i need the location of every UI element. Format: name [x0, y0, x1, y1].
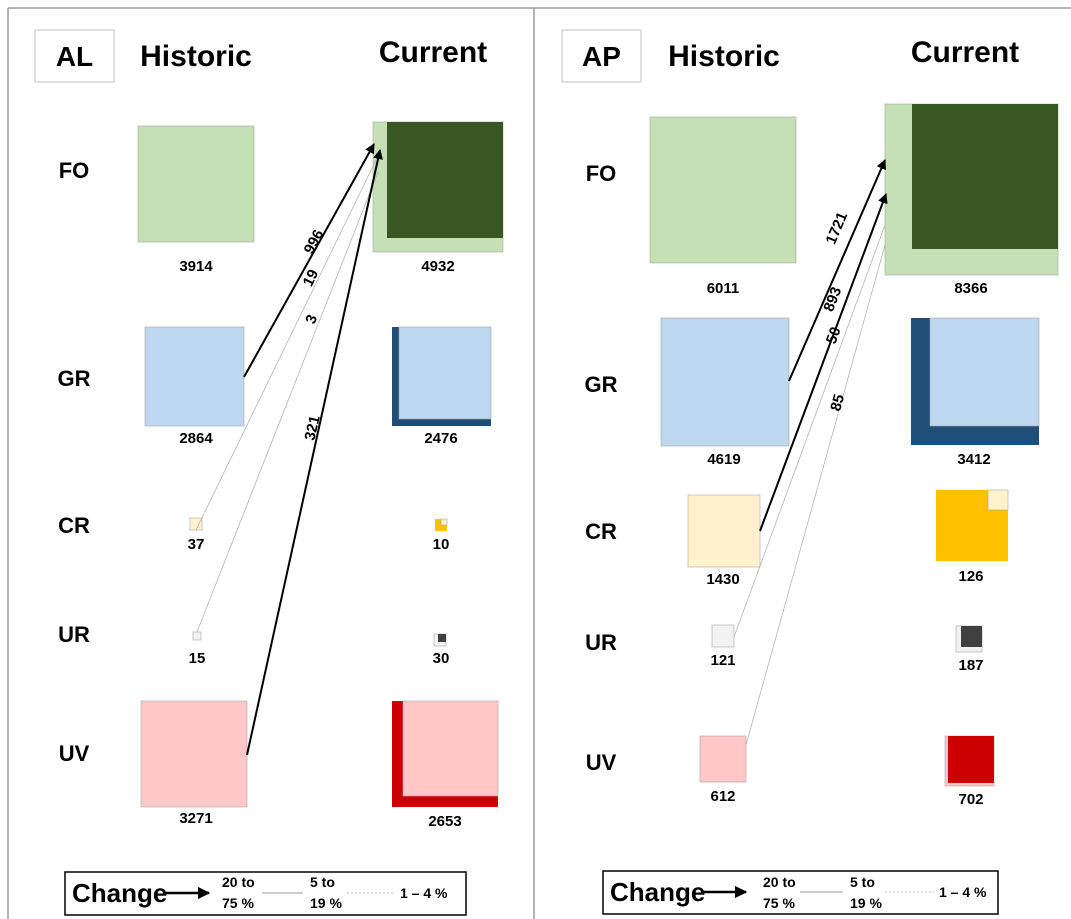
- flow-value-ur-fo: 50: [823, 325, 845, 346]
- flow-value-cr-fo: 893: [820, 285, 845, 314]
- legend-label-medium-b: 19 %: [310, 895, 342, 911]
- current-header: Current: [911, 36, 1019, 69]
- category-label-fo: FO: [586, 161, 617, 186]
- category-label-gr: GR: [58, 366, 91, 391]
- panel-code: AL: [56, 41, 93, 72]
- historic-square-cr: [189, 517, 203, 531]
- legend-title: Change: [72, 878, 167, 908]
- flow-arrow-cr-fo: [759, 193, 888, 532]
- flow-value-gr-fo: 1721: [823, 210, 852, 247]
- category-label-ur: UR: [585, 630, 617, 655]
- historic-square-gr: [144, 326, 245, 427]
- flow-arrow-ur-fo: [733, 224, 886, 638]
- legend-title: Change: [610, 877, 705, 907]
- legend-label-strong-b: 75 %: [222, 895, 254, 911]
- current-square-gr-overlay: [929, 317, 1040, 427]
- flow-value-cr-fo: 19: [300, 267, 323, 289]
- current-value-ur: 187: [958, 657, 983, 674]
- legend-label-medium-b: 19 %: [850, 895, 882, 911]
- current-value-gr: 3412: [957, 451, 990, 468]
- historic-value-cr: 37: [188, 536, 205, 553]
- current-square-fo-overlay: [387, 122, 503, 238]
- historic-value-ur: 121: [710, 652, 735, 669]
- panel-al: AL Historic Current FO GR CR UR UV 3914 …: [34, 29, 504, 916]
- category-label-uv: UV: [586, 750, 617, 775]
- category-label-ur: UR: [58, 622, 90, 647]
- panel-code-box: [561, 29, 642, 83]
- historic-value-uv: 3271: [179, 810, 212, 827]
- legend-label-weak: 1 – 4 %: [400, 885, 448, 901]
- historic-square-gr: [660, 317, 790, 447]
- legend: Change 20 to 75 % 5 to 19 % 1 – 4 %: [602, 870, 999, 915]
- historic-square-uv: [699, 735, 747, 783]
- current-square-gr-overlay: [398, 326, 492, 420]
- current-value-cr: 126: [958, 568, 983, 585]
- historic-value-gr: 2864: [179, 430, 213, 447]
- historic-value-fo: 3914: [179, 258, 213, 275]
- panel-code: AP: [582, 41, 621, 72]
- current-value-fo: 4932: [421, 258, 454, 275]
- flow-arrow-cr-fo: [195, 159, 377, 531]
- historic-value-gr: 4619: [707, 451, 740, 468]
- current-value-ur: 30: [433, 650, 450, 667]
- historic-header: Historic: [140, 40, 252, 73]
- legend-label-strong-a: 20 to: [763, 874, 796, 890]
- category-label-fo: FO: [59, 158, 90, 183]
- category-label-cr: CR: [58, 513, 90, 538]
- current-value-cr: 10: [433, 536, 450, 553]
- historic-header: Historic: [668, 40, 780, 73]
- historic-square-uv: [140, 700, 248, 808]
- flow-arrow-gr-fo: [788, 159, 887, 382]
- current-value-fo: 8366: [954, 280, 987, 297]
- current-square-ur-overlay: [961, 626, 982, 647]
- current-value-uv: 2653: [428, 813, 461, 830]
- legend-label-strong-a: 20 to: [222, 874, 255, 890]
- historic-value-cr: 1430: [706, 571, 739, 588]
- legend-label-medium-a: 5 to: [850, 874, 875, 890]
- panel-ap: AP Historic Current FO GR CR UR UV 6011 …: [561, 29, 1059, 915]
- flow-value-uv-fo: 85: [827, 392, 848, 413]
- current-header: Current: [379, 36, 487, 69]
- historic-square-cr: [687, 494, 761, 568]
- current-value-gr: 2476: [424, 430, 457, 447]
- historic-value-fo: 6011: [707, 280, 740, 297]
- flow-arrow-ur-fo: [196, 171, 379, 633]
- flow-arrow-uv-fo: [745, 244, 886, 746]
- historic-square-fo: [649, 116, 797, 264]
- current-square-ur-overlay: [438, 634, 446, 642]
- category-label-cr: CR: [585, 519, 617, 544]
- historic-value-uv: 612: [710, 788, 735, 805]
- legend-label-strong-b: 75 %: [763, 895, 795, 911]
- current-square-cr-overlay: [440, 518, 448, 526]
- current-square-cr-overlay: [987, 489, 1009, 511]
- current-value-uv: 702: [958, 791, 983, 808]
- flow-value-gr-fo: 996: [301, 227, 328, 257]
- flow-value-uv-fo: 321: [302, 414, 324, 442]
- current-square-uv-overlay: [948, 736, 994, 783]
- category-label-gr: GR: [585, 372, 618, 397]
- current-square-uv-overlay: [402, 700, 499, 797]
- historic-square-ur: [711, 624, 735, 648]
- legend-label-medium-a: 5 to: [310, 874, 335, 890]
- legend: Change 20 to 75 % 5 to 19 % 1 – 4 %: [64, 871, 467, 916]
- legend-label-weak: 1 – 4 %: [939, 884, 987, 900]
- flow-arrow-gr-fo: [243, 143, 375, 378]
- current-square-fo-overlay: [912, 104, 1058, 249]
- flow-arrow-uv-fo: [246, 149, 383, 756]
- category-label-uv: UV: [59, 741, 90, 766]
- panel-code-box: [34, 29, 115, 83]
- historic-square-ur: [192, 631, 202, 641]
- historic-square-fo: [137, 125, 255, 243]
- flow-value-ur-fo: 3: [302, 312, 321, 326]
- historic-value-ur: 15: [189, 650, 206, 667]
